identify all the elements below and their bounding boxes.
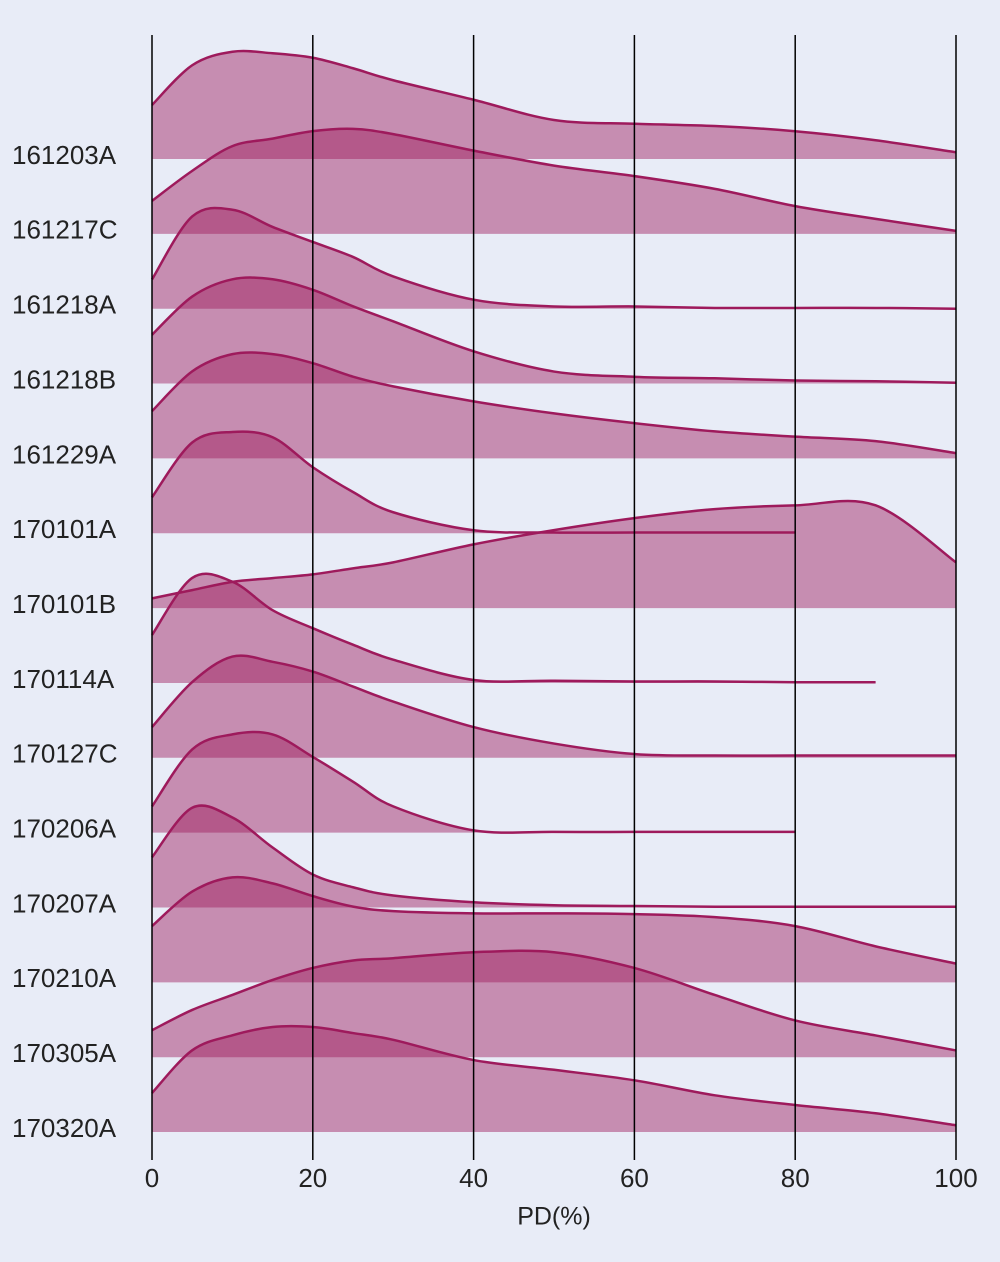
ridge-line: [151, 276, 957, 385]
ridge-area: [152, 207, 956, 309]
ridge-area: [152, 1026, 956, 1133]
x-tick-label: 0: [145, 1163, 159, 1193]
y-tick-label: 161217C: [12, 215, 118, 245]
ridge-line: [150, 430, 796, 534]
y-tick-label: 170101A: [12, 514, 117, 544]
ridge-area: [152, 50, 956, 160]
y-tick-label: 161229A: [12, 439, 117, 469]
x-tick-label: 60: [620, 1163, 649, 1193]
ridge-area: [152, 877, 956, 983]
y-tick-label: 170127C: [12, 739, 118, 769]
ridge-area: [152, 352, 956, 459]
x-tick-label: 100: [934, 1163, 977, 1193]
y-tick-label: 170320A: [12, 1113, 117, 1143]
ridge-line: [150, 572, 876, 684]
y-tick-label: 170207A: [12, 888, 117, 918]
ridge-line: [150, 730, 796, 834]
y-tick-label: 161203A: [12, 140, 117, 170]
y-tick-label: 170114A: [12, 664, 115, 694]
ridge-line: [150, 206, 957, 310]
x-axis-label: PD(%): [517, 1203, 591, 1231]
y-tick-label: 161218A: [12, 290, 117, 320]
ridge-area: [152, 500, 956, 609]
ridge-area: [152, 573, 876, 683]
ridge-area: [152, 950, 956, 1058]
ridge-area: [152, 277, 956, 384]
ridge-area: [152, 128, 956, 234]
x-tick-label: 40: [459, 1163, 488, 1193]
y-tick-label: 170206A: [12, 814, 117, 844]
ridge-line: [151, 654, 956, 757]
ridge-area: [152, 805, 956, 908]
x-tick-label: 20: [298, 1163, 327, 1193]
y-tick-label: 170305A: [12, 1038, 117, 1068]
ridge-area: [152, 655, 956, 758]
y-tick-label: 170101B: [12, 589, 116, 619]
x-tick-label: 80: [781, 1163, 810, 1193]
y-tick-label: 161218B: [12, 364, 116, 394]
y-tick-label: 170210A: [12, 963, 117, 993]
